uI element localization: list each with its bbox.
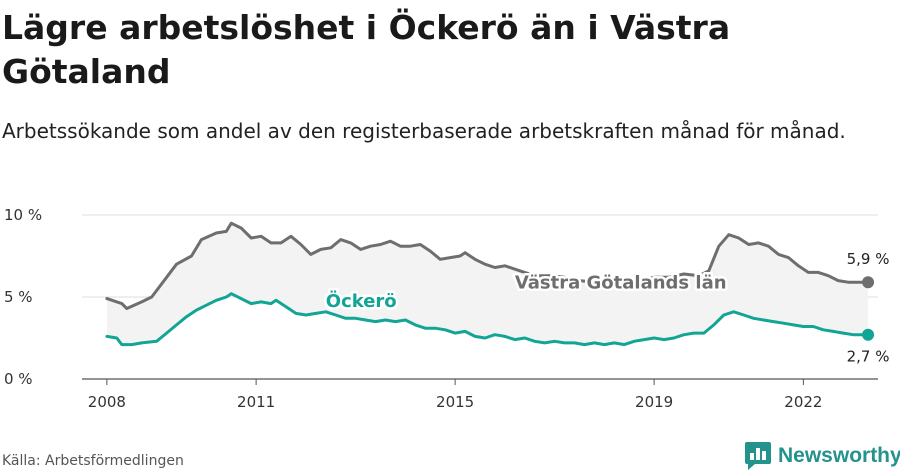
ockero-end-label: 2,7 % — [847, 348, 890, 366]
source-note: Källa: Arbetsförmedlingen — [2, 453, 184, 469]
x-tick-label: 2015 — [436, 393, 474, 411]
y-tick-label: 0 % — [4, 370, 33, 388]
brand-logo: Newsworthy — [745, 440, 900, 472]
newsworthy-logo-icon — [745, 442, 771, 470]
x-tick-label: 2019 — [635, 393, 673, 411]
ockero-line — [105, 292, 870, 347]
y-tick-label: 10 % — [4, 206, 42, 224]
chart-subtitle: Arbetssökande som andel av den registerb… — [2, 119, 846, 143]
brand-name: Newsworthy — [778, 444, 900, 467]
vastra-gotaland-end-label: 5,9 % — [847, 250, 890, 268]
ockero-series-label: Öckerö — [326, 290, 397, 312]
vastra-gotaland-end-point — [862, 276, 875, 289]
x-tick-label: 2022 — [784, 393, 822, 411]
x-tick-label: 2011 — [237, 393, 275, 411]
y-tick-label: 5 % — [4, 288, 33, 306]
ockero-end-point — [862, 328, 875, 341]
vastra-gotaland-line — [105, 221, 870, 310]
gap-area — [106, 223, 869, 345]
chart-title: Lägre arbetslöshet i Öckerö än i Västra … — [2, 8, 731, 91]
x-tick-label: 2008 — [88, 393, 126, 411]
vastra-gotaland-series-label: Västra Götalands län — [515, 273, 727, 294]
line-chart: 0 % 5 % 10 % 2008 2011 2015 2019 2022 Västra Göt… — [4, 206, 890, 411]
